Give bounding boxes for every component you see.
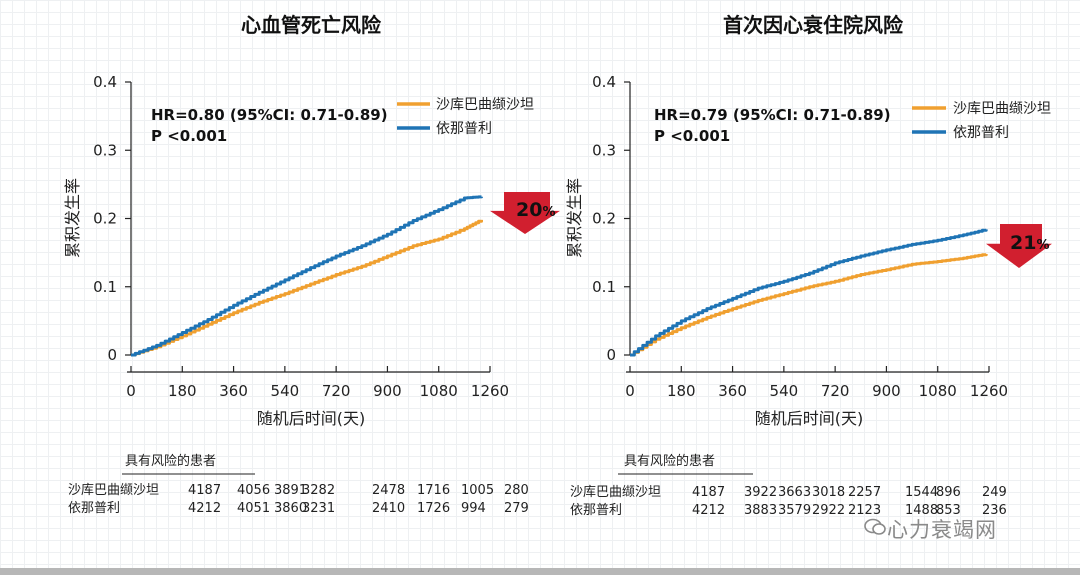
y-tick-label: 0.2 [592,210,616,228]
risk-cell: 4056 [237,483,270,498]
risk-cell: 1005 [461,483,494,498]
risk-cell: 4212 [188,501,221,516]
reduction-arrow [986,224,1052,268]
y-tick-label: 0 [107,346,117,364]
y-tick-label: 0.1 [93,278,117,296]
x-tick-label: 1080 [919,382,957,400]
risk-cell: 2922 [812,503,845,518]
p-value-text: P <0.001 [151,127,227,145]
series-line-sacubitril-valsartan [630,253,988,357]
series-line-sacubitril-valsartan [131,219,483,357]
x-tick-label: 900 [872,382,901,400]
risk-cell: 2257 [848,485,881,500]
y-tick-label: 0 [606,346,616,364]
x-axis-label: 随机后时间(天) [755,409,864,428]
x-tick-label: 360 [219,382,248,400]
risk-cell: 3018 [812,485,845,500]
x-axis-label: 随机后时间(天) [257,409,366,428]
legend-label: 沙库巴曲缬沙坦 [953,101,1051,117]
risk-cell: 3922 [744,485,777,500]
wechat-icon [864,518,886,535]
reduction-unit: % [1036,238,1049,253]
risk-cell: 1716 [417,483,450,498]
y-tick-label: 0.2 [93,210,117,228]
series-line-enalapril [131,195,483,357]
risk-cell: 3891 [274,483,307,498]
hazard-ratio-text: HR=0.79 (95%CI: 0.71-0.89) [654,106,891,124]
x-tick-label: 180 [168,382,197,400]
risk-cell: 4187 [692,485,725,500]
risk-cell: 1544 [905,485,938,500]
risk-cell: 279 [504,501,529,516]
legend-label: 沙库巴曲缬沙坦 [436,97,534,113]
risk-row-label: 沙库巴曲缬沙坦 [570,484,661,500]
x-tick-label: 540 [271,382,300,400]
series-line-enalapril [630,228,988,357]
reduction-arrow [490,192,560,234]
x-tick-label: 1260 [970,382,1008,400]
chart-panel-2: 首次因心衰住院风险 0 0.1 0.2 0.3 0.4 累积发生率 0 180 360 540 720… [565,13,1052,518]
y-axis-label: 累积发生率 [565,178,584,258]
watermark: 心力衰竭网 [887,518,997,542]
risk-cell: 4187 [188,483,221,498]
reduction-unit: % [542,205,555,220]
x-tick-label: 1260 [471,382,509,400]
bottom-bar [0,568,1080,575]
y-tick-label: 0.3 [592,141,616,159]
hazard-ratio-text: HR=0.80 (95%CI: 0.71-0.89) [151,106,388,124]
risk-row-label: 依那普利 [68,501,120,516]
risk-cell: 3282 [302,483,335,498]
risk-cell: 2123 [848,503,881,518]
x-tick-label: 1080 [420,382,458,400]
p-value-text: P <0.001 [654,127,730,145]
chart-title: 首次因心衰住院风险 [723,13,904,37]
x-tick-label: 360 [718,382,747,400]
x-tick-label: 720 [322,382,351,400]
x-tick-label: 720 [821,382,850,400]
x-tick-label: 0 [126,382,136,400]
risk-cell: 1726 [417,501,450,516]
risk-cell: 3579 [778,503,811,518]
risk-cell: 2478 [372,483,405,498]
risk-cell: 4212 [692,503,725,518]
x-tick-label: 540 [770,382,799,400]
risk-cell: 3663 [778,485,811,500]
risk-cell: 249 [982,485,1007,500]
risk-cell: 3860 [274,501,307,516]
y-axis-label: 累积发生率 [63,178,82,258]
y-tick-label: 0.3 [93,141,117,159]
reduction-value: 20% [516,199,555,221]
risk-cell: 4051 [237,501,270,516]
x-tick-label: 900 [373,382,402,400]
risk-cell: 994 [461,501,486,516]
risk-cell: 280 [504,483,529,498]
legend-label: 依那普利 [436,121,492,137]
risk-cell: 1488 [905,503,938,518]
x-tick-label: 180 [667,382,696,400]
y-tick-label: 0.4 [592,73,616,91]
risk-cell: 3883 [744,503,777,518]
risk-cell: 896 [936,485,961,500]
risk-table-header: 具有风险的患者 [125,453,216,469]
chart-panel-1: 心血管死亡风险 0 0.1 0.2 0.3 0.4 累积发生率 0 180 360 540 720 90… [63,13,560,516]
legend-label: 依那普利 [953,125,1009,141]
risk-cell: 853 [936,503,961,518]
risk-cell: 236 [982,503,1007,518]
risk-cell: 2410 [372,501,405,516]
risk-row-label: 沙库巴曲缬沙坦 [68,482,159,498]
risk-table-header: 具有风险的患者 [624,453,715,469]
risk-row-label: 依那普利 [570,503,622,518]
reduction-value: 21% [1010,232,1049,254]
chart-title: 心血管死亡风险 [241,13,382,37]
y-tick-label: 0.4 [93,73,117,91]
y-tick-label: 0.1 [592,278,616,296]
x-tick-label: 0 [625,382,635,400]
risk-cell: 3231 [302,501,335,516]
